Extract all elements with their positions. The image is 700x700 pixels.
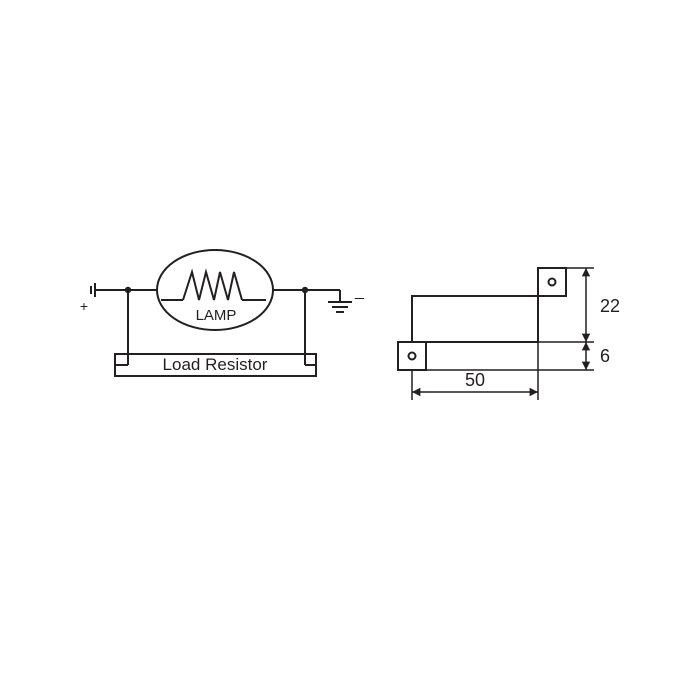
mount-tab-top: [538, 268, 566, 296]
resistor-body: [412, 296, 538, 342]
lamp-label: LAMP: [196, 307, 237, 324]
lamp-filament: [183, 272, 242, 300]
plus-label: +: [80, 298, 88, 314]
mount-hole-top: [549, 279, 556, 286]
dim-6-label: 6: [600, 346, 610, 366]
dim-50-label: 50: [465, 370, 485, 390]
mechanical-drawing: 22 6 50: [398, 268, 620, 400]
circuit-schematic: + LAMP Load Resistor _: [80, 250, 365, 376]
mount-tab-bottom: [398, 342, 426, 370]
minus-label: _: [354, 283, 365, 300]
resistor-label: Load Resistor: [163, 355, 268, 374]
dim-22-label: 22: [600, 296, 620, 316]
mount-hole-bottom: [409, 353, 416, 360]
